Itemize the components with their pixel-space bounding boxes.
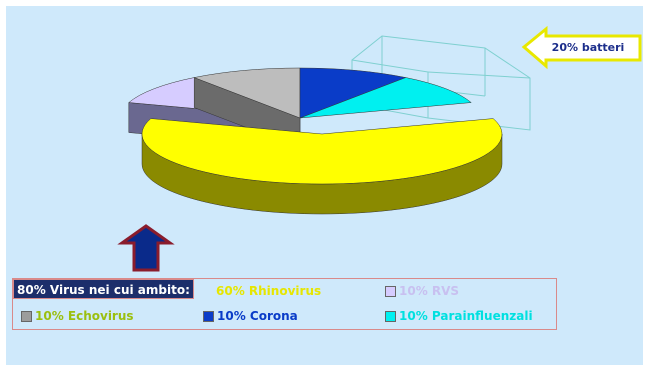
legend-label: 10% Parainfluenzali: [399, 309, 533, 323]
legend-entry-corona: 10% Corona: [203, 309, 298, 323]
legend-label: 60% Rhinovirus: [216, 284, 322, 298]
legend-entry-echovirus: 10% Echovirus: [21, 309, 134, 323]
legend-label: 10% Echovirus: [35, 309, 134, 323]
legend-swatch: [21, 310, 32, 322]
legend-entry-parainfluenzali: 10% Parainfluenzali: [385, 309, 533, 323]
legend-swatch: [385, 285, 396, 297]
legend-swatch: [385, 310, 396, 322]
slice-top: [299, 77, 472, 119]
legend-swatch: [203, 310, 214, 322]
pie-slice-parainfluenzali: [299, 77, 472, 119]
virus-group-callout: 80% Virus nei cui ambito:: [13, 279, 194, 299]
up-arrow-icon: [117, 224, 175, 272]
pie-slices: [128, 67, 503, 215]
slice-top: [141, 118, 503, 185]
slice-top: [299, 67, 407, 119]
bacteria-callout: 20% batteri: [521, 25, 642, 70]
legend-label: 10% RVS: [399, 284, 460, 298]
legend-label: 10% Corona: [217, 309, 298, 323]
legend-entry-rhinovirus: 60% Rhinovirus: [216, 284, 321, 298]
legend-entry-rvs: 10% RVS: [385, 284, 459, 298]
slice-top: [193, 67, 301, 119]
bacteria-arrow-shape: [521, 25, 642, 70]
pie-slice-corona: [299, 67, 407, 119]
pie-slice-rhinovirus: [141, 118, 503, 215]
chart-legend: 80% Virus nei cui ambito: 60% Rhinovirus…: [12, 278, 557, 330]
bacteria-callout-label: 20% batteri: [552, 41, 625, 54]
